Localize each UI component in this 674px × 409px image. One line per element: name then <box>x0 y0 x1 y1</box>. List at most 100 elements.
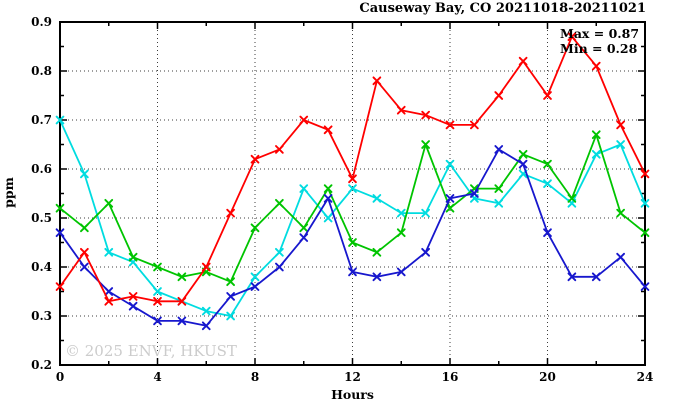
green-line-marker <box>226 277 235 287</box>
green-line-marker <box>323 184 333 193</box>
red-line-marker <box>616 120 625 130</box>
red-line-marker <box>470 120 479 130</box>
blue-line-marker <box>299 233 309 242</box>
watermark: © 2025 ENVF, HKUST <box>65 342 237 360</box>
cyan-line-marker <box>55 115 65 125</box>
green-line-marker <box>128 252 138 262</box>
y-tick-label: 0.7 <box>31 113 52 127</box>
y-tick-label: 0.4 <box>31 260 52 274</box>
x-axis-label: Hours <box>331 387 374 402</box>
cyan-line-marker <box>616 140 625 149</box>
red-line-marker <box>275 145 284 154</box>
red-line-marker <box>445 120 455 130</box>
green-line-marker <box>104 198 114 208</box>
x-tick-label: 8 <box>251 370 259 384</box>
blue-line-marker <box>372 272 382 282</box>
blue-line-marker <box>348 267 357 277</box>
blue-line-marker <box>153 316 162 326</box>
green-line-marker <box>543 159 552 169</box>
cyan-line-marker <box>80 169 89 179</box>
green-line-marker <box>567 194 577 203</box>
blue-line-marker <box>396 267 406 277</box>
blue-line-marker <box>201 321 211 331</box>
blue-line-marker <box>591 272 601 282</box>
red-line-marker <box>348 174 357 184</box>
red-line-marker <box>543 91 552 100</box>
green-line-marker <box>153 262 162 272</box>
blue-line-marker <box>128 301 138 311</box>
x-tick-label: 4 <box>153 370 161 384</box>
green-line-marker <box>177 272 187 282</box>
red-line-marker <box>104 296 114 306</box>
blue-line-marker <box>543 228 552 238</box>
red-line-marker <box>372 76 382 86</box>
green-line-marker <box>372 247 382 257</box>
blue-line-marker <box>567 272 577 282</box>
green-line-marker <box>616 208 625 218</box>
green-line-marker <box>250 223 260 233</box>
min-annotation: Min = 0.28 <box>560 41 638 56</box>
cyan-line-marker <box>104 247 114 257</box>
red-line-marker <box>396 105 406 115</box>
red-line-marker <box>177 296 187 306</box>
green-line-marker <box>518 149 528 159</box>
x-tick-label: 16 <box>442 370 459 384</box>
blue-line-marker <box>177 316 187 326</box>
blue-line-marker <box>275 262 284 272</box>
red-line-marker <box>153 296 162 306</box>
green-line-marker <box>275 198 284 208</box>
y-axis-label: ppm <box>0 177 16 208</box>
blue-line-marker <box>80 262 89 272</box>
green-line-marker <box>494 184 504 193</box>
cyan-line-marker <box>299 184 309 193</box>
cyan-line-marker <box>153 287 162 296</box>
y-tick-label: 0.2 <box>31 358 52 372</box>
cyan-line-marker <box>640 198 650 208</box>
green-line-marker <box>421 140 430 149</box>
green-line-marker <box>396 228 406 238</box>
cyan-line-marker <box>543 179 552 189</box>
red-line-marker <box>591 61 601 71</box>
chart-title: Causeway Bay, CO 20211018-20211021 <box>359 1 646 16</box>
blue-line-marker <box>104 287 114 296</box>
blue-line-marker <box>616 252 625 262</box>
cyan-line-marker <box>396 208 406 218</box>
cyan-line-marker <box>275 247 284 257</box>
cyan-line-marker <box>201 306 211 316</box>
green-line-marker <box>640 228 650 238</box>
blue-line-marker <box>323 194 333 203</box>
red-line-marker <box>201 262 211 272</box>
x-tick-label: 12 <box>344 370 361 384</box>
blue-line-marker <box>470 189 479 198</box>
cyan-line-marker <box>591 149 601 159</box>
red-line-marker <box>640 169 650 179</box>
red-line-marker <box>323 125 333 135</box>
y-tick-label: 0.6 <box>31 162 52 176</box>
blue-line-marker <box>226 292 235 301</box>
blue-line-marker <box>55 228 65 238</box>
cyan-line-marker <box>250 272 260 282</box>
cyan-line-marker <box>421 208 430 218</box>
green-line-marker <box>55 203 65 213</box>
green-line-marker <box>591 130 601 140</box>
cyan-line-marker <box>445 159 455 169</box>
cyan-line-marker <box>494 198 504 208</box>
cyan-line-marker <box>323 213 333 223</box>
green-line <box>59 133 646 283</box>
red-line-marker <box>226 208 235 218</box>
y-tick-label: 0.3 <box>31 309 52 323</box>
cyan-line-marker <box>372 194 382 203</box>
red-line-marker <box>494 91 504 100</box>
y-tick-label: 0.8 <box>31 64 52 78</box>
blue-line-marker <box>445 194 455 203</box>
cyan-line-marker <box>348 184 357 193</box>
cyan-line-marker <box>226 311 235 321</box>
red-line-marker <box>299 115 309 125</box>
red-line-marker <box>518 56 528 66</box>
blue-line-marker <box>250 282 260 291</box>
x-tick-label: 20 <box>539 370 556 384</box>
blue-line-marker <box>640 282 650 291</box>
red-line-marker <box>80 247 89 257</box>
